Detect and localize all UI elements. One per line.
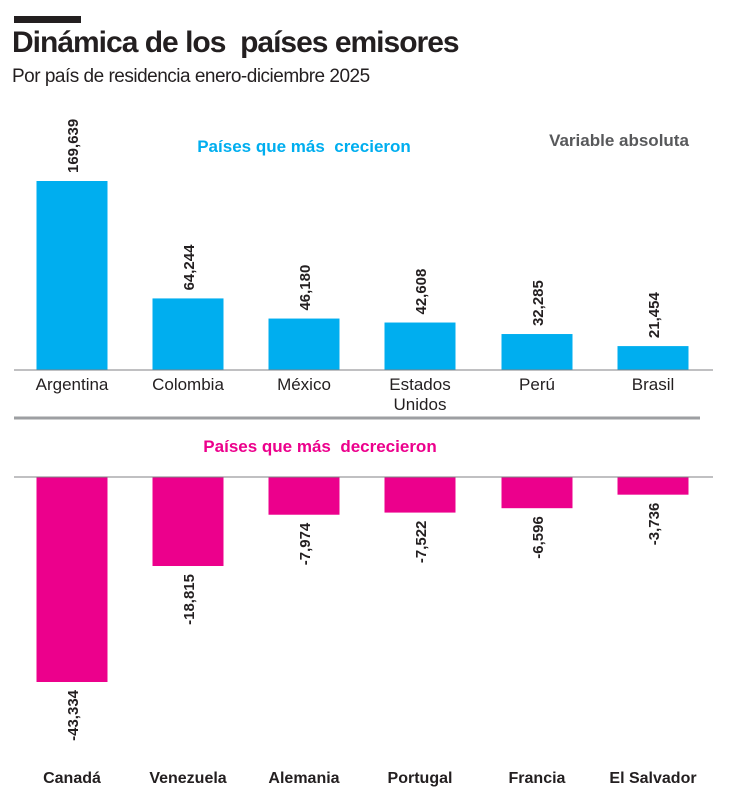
chart-title: Dinámica de los países emisores — [12, 26, 460, 59]
title-accent-bar — [14, 16, 81, 23]
category-label: Canadá — [43, 770, 101, 787]
data-label: 32,285 — [530, 280, 547, 326]
category-label: Colombia — [152, 375, 224, 394]
bar — [384, 477, 456, 513]
category-label: Francia — [509, 770, 566, 787]
variable-note: Variable absoluta — [549, 131, 689, 150]
data-label: -3,736 — [646, 503, 663, 546]
bar — [152, 477, 224, 567]
category-label: México — [277, 375, 331, 394]
data-label: -6,596 — [530, 516, 547, 559]
bar — [268, 477, 340, 515]
bar — [501, 477, 573, 509]
bar — [268, 318, 340, 370]
category-label: Argentina — [36, 375, 109, 394]
data-label: -18,815 — [181, 574, 198, 625]
category-label: Estados — [389, 375, 450, 394]
data-label: -43,334 — [65, 689, 82, 741]
data-label: 169,639 — [65, 119, 82, 173]
category-label: El Salvador — [609, 770, 696, 787]
category-label: Perú — [519, 375, 555, 394]
bar — [617, 477, 689, 495]
bar — [384, 322, 456, 370]
bar — [152, 298, 224, 370]
category-label: Portugal — [388, 770, 453, 787]
bar — [36, 477, 108, 682]
data-label: -7,974 — [297, 522, 314, 565]
bar — [36, 181, 108, 370]
chart-subtitle: Por país de residencia enero-diciembre 2… — [12, 66, 370, 87]
category-label: Alemania — [268, 770, 339, 787]
bar — [501, 334, 573, 370]
data-label: -7,522 — [413, 521, 430, 564]
decline-panel-title: Países que más decrecieron — [203, 437, 436, 456]
category-label: Venezuela — [149, 770, 226, 787]
data-label: 21,454 — [646, 292, 663, 339]
bar — [617, 346, 689, 370]
data-label: 42,608 — [413, 269, 430, 315]
category-label: Unidos — [394, 395, 447, 414]
growth-panel-title: Países que más crecieron — [197, 137, 411, 156]
data-label: 46,180 — [297, 265, 314, 311]
category-label: Brasil — [632, 375, 675, 394]
data-label: 64,244 — [181, 244, 198, 291]
